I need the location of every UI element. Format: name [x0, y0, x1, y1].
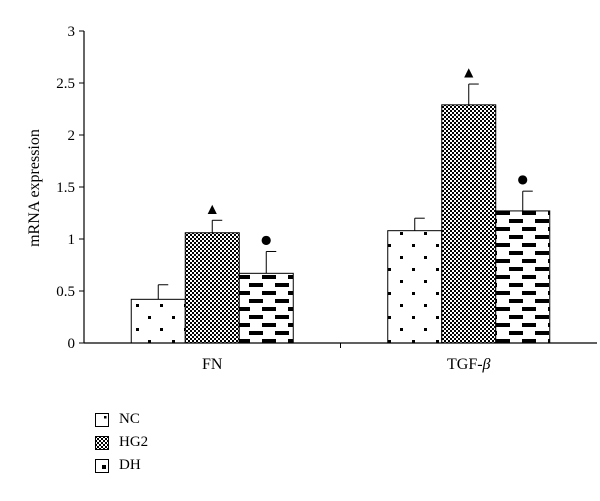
x-axis: FN TGF-β: [84, 342, 597, 373]
bar-hg2-0: [184, 232, 240, 344]
circle-marker-icon: ●: [518, 172, 528, 186]
x-category-label: TGF-β: [447, 356, 491, 373]
legend-label-dh: DH: [119, 457, 141, 473]
y-tick-label: 2.5: [56, 76, 75, 92]
hg2-swatch-icon: [95, 435, 109, 450]
bar-nc-1: [387, 230, 443, 344]
y-tick-label: 1: [68, 232, 76, 248]
y-axis-title: mRNA expression: [26, 129, 43, 247]
nc-swatch-icon: [95, 412, 109, 427]
y-tick-label: 3: [68, 24, 76, 40]
error-bars-group: [157, 83, 533, 300]
legend-label-nc: NC: [119, 411, 140, 427]
dh-swatch-icon: [95, 458, 109, 473]
significance-markers-group: ▲ ● ▲ ●: [208, 65, 528, 246]
y-axis: 0 0.5 1 1.5 2 2.5 3: [56, 24, 85, 352]
bar-dh-0: [238, 272, 294, 344]
bars-group: [130, 104, 551, 344]
y-tick-label: 0.5: [56, 284, 75, 300]
x-category-label: FN: [202, 356, 223, 373]
circle-marker-icon: ●: [261, 232, 271, 246]
triangle-marker-icon: ▲: [208, 201, 218, 215]
triangle-marker-icon: ▲: [464, 65, 474, 79]
bar-hg2-1: [441, 104, 497, 344]
y-tick-label: 1.5: [56, 180, 75, 196]
legend: NC HG2 DH: [95, 408, 148, 477]
legend-item-dh: DH: [95, 454, 148, 477]
legend-item-nc: NC: [95, 408, 148, 431]
legend-item-hg2: HG2: [95, 431, 148, 454]
y-tick-label: 0: [68, 336, 76, 352]
bar-nc-0: [130, 298, 186, 344]
y-tick-label: 2: [68, 128, 76, 144]
bar-chart: 0 0.5 1 1.5 2 2.5 3 ▲ ● ▲ ● FN TGF-β mRNA expressi…: [26, 24, 597, 373]
legend-label-hg2: HG2: [119, 434, 149, 450]
bar-dh-1: [495, 210, 551, 344]
